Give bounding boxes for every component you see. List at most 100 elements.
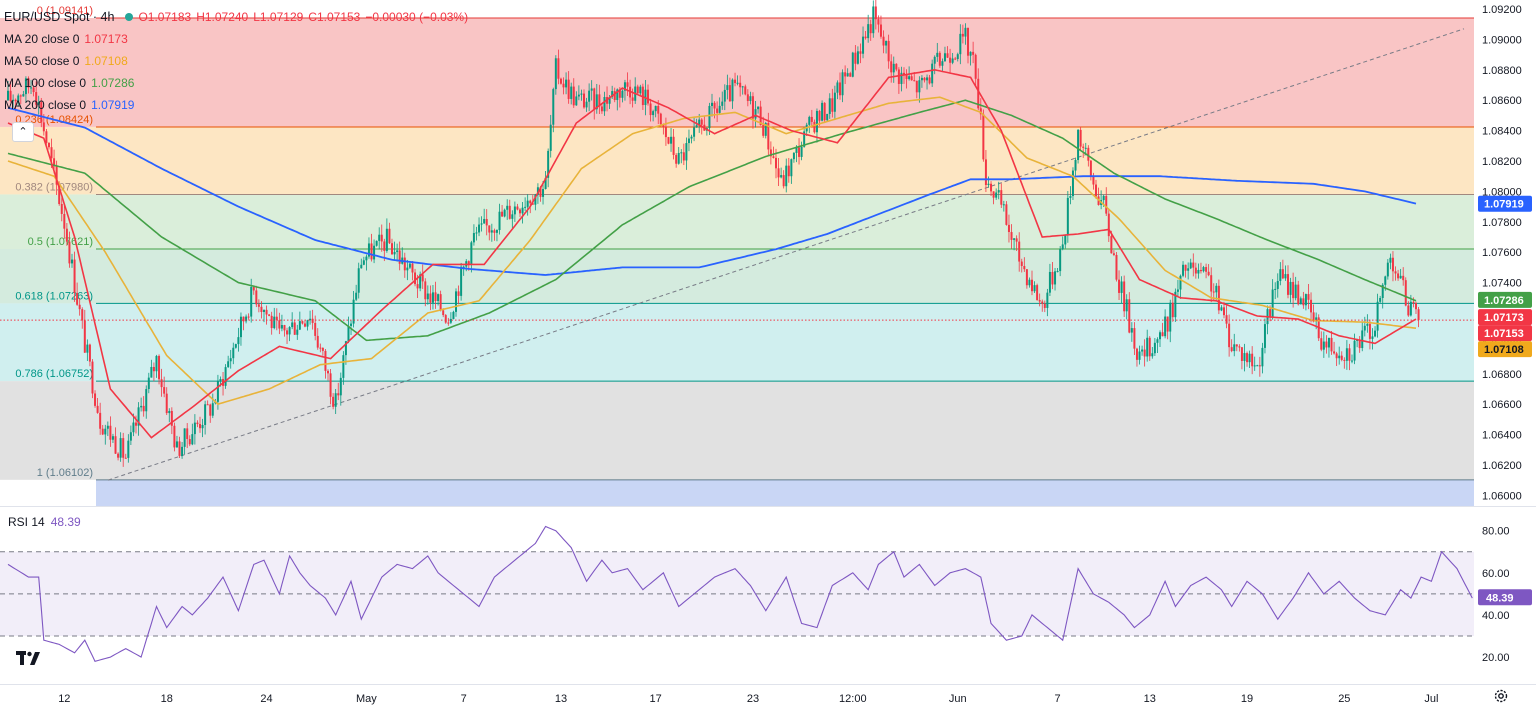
candle-body (693, 127, 696, 137)
candle-body (1289, 281, 1292, 295)
candle-body (1381, 284, 1384, 299)
candle-body (324, 350, 327, 371)
candle-body (798, 147, 801, 157)
candle-body (903, 72, 905, 75)
candle-body (818, 110, 821, 121)
candle-body (711, 102, 713, 106)
symbol-row: EUR/USD Spot · 4h O1.07183 H1.07240 L1.0… (4, 6, 473, 28)
candle-body (250, 286, 253, 317)
candle-body (575, 96, 578, 106)
candle-body (280, 325, 283, 329)
candle-body (1118, 279, 1121, 293)
candle-body (1069, 196, 1072, 198)
candle-body (1263, 324, 1266, 348)
candle-body (1074, 159, 1077, 171)
candle-body (1407, 305, 1410, 316)
candle-body (519, 209, 521, 214)
candle-body (71, 259, 73, 264)
candle-body (823, 102, 826, 121)
candle-body (1368, 323, 1371, 339)
candle-body (833, 92, 836, 112)
candle-body (531, 203, 534, 205)
candle-body (114, 436, 117, 454)
candle-body (426, 293, 429, 300)
candle-body (1240, 347, 1243, 361)
gear-icon[interactable] (1493, 688, 1509, 707)
candle-body (186, 428, 189, 440)
collapse-legend-button[interactable]: ⌃ (12, 122, 34, 142)
indicator-ma50[interactable]: MA 50 close 0 1.07108 (4, 50, 473, 72)
candle-body (239, 316, 242, 338)
candle-body (53, 158, 56, 167)
candle-body (1051, 271, 1054, 285)
candle-body (119, 438, 122, 458)
candle-body (475, 232, 478, 234)
candle-body (442, 310, 445, 316)
candle-body (792, 152, 795, 160)
candle-body (1107, 213, 1110, 237)
candle-body (1064, 235, 1067, 245)
candle-body (567, 79, 570, 99)
candle-body (590, 88, 593, 91)
indicator-ma200[interactable]: MA 200 close 0 1.07919 (4, 94, 473, 116)
rsi-value: 48.39 (50, 515, 81, 529)
candle-body (32, 87, 35, 93)
candle-body (65, 228, 68, 242)
candle-body (1223, 307, 1225, 316)
candle-body (1269, 309, 1272, 318)
candle-body (636, 86, 639, 94)
candle-body (959, 33, 962, 55)
candle-body (1197, 269, 1200, 274)
candle-body (1046, 292, 1049, 308)
candle-body (777, 168, 780, 178)
candle-body (524, 206, 527, 208)
candle-body (498, 211, 501, 231)
candle-body (334, 393, 337, 407)
candle-body (1187, 268, 1190, 271)
indicator-ma100[interactable]: MA 100 close 0 1.07286 (4, 72, 473, 94)
candle-body (283, 325, 286, 331)
candle-body (201, 424, 204, 429)
candle-body (462, 266, 465, 268)
candle-body (600, 106, 603, 112)
tradingview-logo-icon[interactable] (16, 650, 42, 671)
candle-body (124, 457, 127, 459)
candle-body (352, 299, 355, 324)
candle-body (623, 82, 626, 91)
candle-body (1279, 269, 1282, 281)
candle-body (728, 85, 731, 102)
candle-body (1082, 146, 1085, 148)
candle-body (411, 263, 414, 273)
candle-body (854, 52, 857, 64)
candle-body (1238, 346, 1241, 348)
candle-body (675, 154, 678, 164)
candle-body (659, 113, 662, 125)
candle-body (403, 257, 406, 271)
candle-body (1153, 342, 1156, 354)
candle-body (1169, 302, 1172, 332)
time-axis-tick: 13 (555, 693, 567, 705)
candle-body (306, 320, 309, 327)
candle-body (1361, 330, 1364, 349)
candle-body (1302, 298, 1305, 306)
candle-body (1141, 349, 1144, 352)
candle-body (1105, 195, 1108, 214)
candle-body (147, 377, 150, 390)
candle-body (1276, 280, 1279, 289)
candle-body (938, 52, 941, 66)
rsi-label[interactable]: RSI 14 (8, 515, 45, 529)
candle-body (452, 311, 455, 319)
candle-body (718, 105, 721, 113)
symbol-title[interactable]: EUR/USD Spot · 4h (4, 10, 115, 24)
candle-body (181, 446, 184, 456)
candle-body (559, 78, 562, 84)
candle-body (1348, 348, 1351, 361)
candle-body (1135, 348, 1138, 360)
candle-body (380, 234, 383, 242)
candle-body (954, 58, 957, 60)
indicator-ma20[interactable]: MA 20 close 0 1.07173 (4, 28, 473, 50)
candle-body (158, 355, 161, 380)
candle-body (111, 436, 114, 440)
